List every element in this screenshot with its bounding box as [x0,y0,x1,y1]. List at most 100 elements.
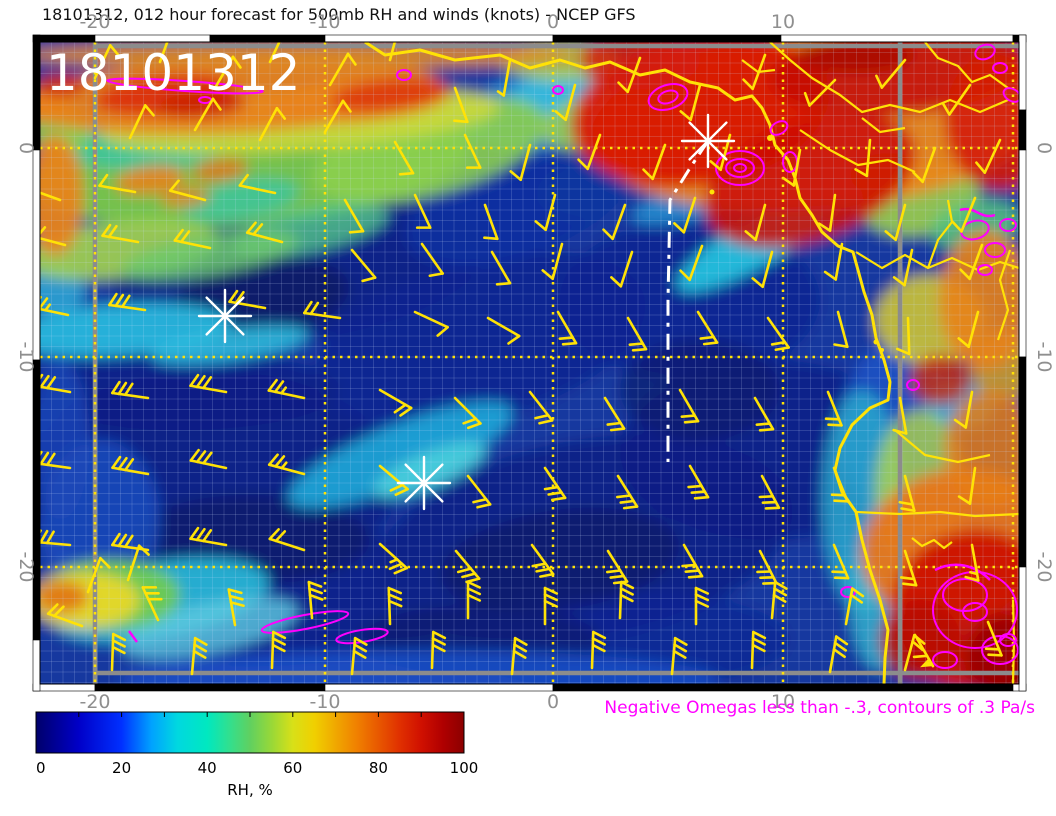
wind-barb [453,86,469,124]
barb-full-tick [189,526,200,541]
barb-staff [688,244,704,282]
barb-full-tick [124,458,135,472]
rh-field-blob [115,165,185,195]
barb-full-tick [605,569,622,574]
barb-full-tick [892,276,906,287]
barb-full-tick [274,530,287,543]
colorbar-caption: RH, % [227,781,273,799]
rh-field-blob [120,650,720,684]
barb-full-tick [913,633,926,645]
barb-full-tick [895,347,911,356]
barb-full-tick [461,572,477,579]
barb-staff [544,193,557,232]
lon-tick-label-top: 10 [771,11,795,33]
river-border-line [855,251,1019,272]
barb-full-tick [45,452,56,467]
barb-full-tick [353,643,368,653]
border-segment [32,149,41,361]
barb-full-tick [168,179,180,192]
lat-tick-label-right: -20 [1033,551,1055,582]
omega-contour [992,62,1008,74]
barb-full-tick [761,500,778,505]
omega-contour [962,602,988,622]
barb-full-tick [751,630,767,640]
barb-full-tick [693,495,710,500]
rh-field-blob [121,597,299,659]
barb-full-tick [957,495,972,505]
barb-full-tick [431,637,446,646]
barb-full-tick [543,599,559,608]
barb-full-tick [399,25,409,33]
omega-contour [960,219,990,241]
barb-full-tick [227,588,243,595]
barb-full-tick [854,168,869,178]
barb-full-tick [619,587,634,596]
barb-staff [551,242,564,281]
barb-staff [968,466,977,505]
wind-barb [189,448,228,470]
barb-full-tick [959,268,971,281]
omega-contour [552,85,564,95]
barb-full-tick [610,276,623,288]
omega-contour [999,218,1017,232]
wind-barb [190,636,208,676]
wind-barb [486,316,521,345]
river-border-line [894,429,991,464]
barb-full-tick [273,380,285,394]
barb-full-tick [539,572,555,578]
wind-barb [912,146,937,184]
wind-barb [758,474,781,510]
barb-staff [393,140,415,175]
wind-barb [953,390,974,429]
barb-full-tick [833,499,849,503]
barb-full-tick [388,562,404,571]
barb-staff [689,83,702,122]
omega-contour [733,163,747,173]
wind-barb [895,316,911,356]
river-border-line [924,42,1009,89]
barb-full-tick [108,44,120,57]
station-asterisk [197,288,253,344]
barb-full-tick [699,335,715,340]
wind-barb [111,455,150,476]
barb-full-tick [117,533,128,548]
barb-full-tick [436,325,449,337]
rh-field-blob [580,42,700,90]
barb-staff [808,78,837,107]
barb-full-tick [189,448,200,462]
omega-contour [127,630,139,643]
rh-field-blob [180,177,300,223]
barb-full-tick [173,228,184,242]
omega-contour [959,207,996,218]
barb-full-tick [476,503,492,509]
wind-barb [173,228,212,250]
wind-barb [959,243,984,281]
barb-full-tick [833,641,848,652]
barb-staff [158,42,169,64]
wind-barb [618,580,635,620]
wind-barb [111,380,150,400]
barb-full-tick [123,534,134,549]
wind-barb [803,78,837,107]
wind-barb [854,138,872,178]
barb-half-tick [496,90,506,97]
wind-barb [267,453,306,476]
barb-staff [682,196,697,234]
barb-full-tick [513,643,528,653]
barb-staff [828,193,837,232]
barb-full-tick [309,301,320,316]
wind-barb [490,250,512,286]
wind-barb [750,630,767,670]
wind-barb [267,378,306,400]
barb-full-tick [911,640,924,652]
wind-barb [964,543,980,582]
wind-barb [833,310,849,349]
barb-full-tick [389,483,404,492]
river-border-line [769,42,1009,114]
wind-barb [258,106,287,142]
barb-full-tick [361,276,377,283]
omega-contour [647,83,689,111]
barb-full-tick [758,427,775,432]
barb-full-tick [957,337,970,349]
